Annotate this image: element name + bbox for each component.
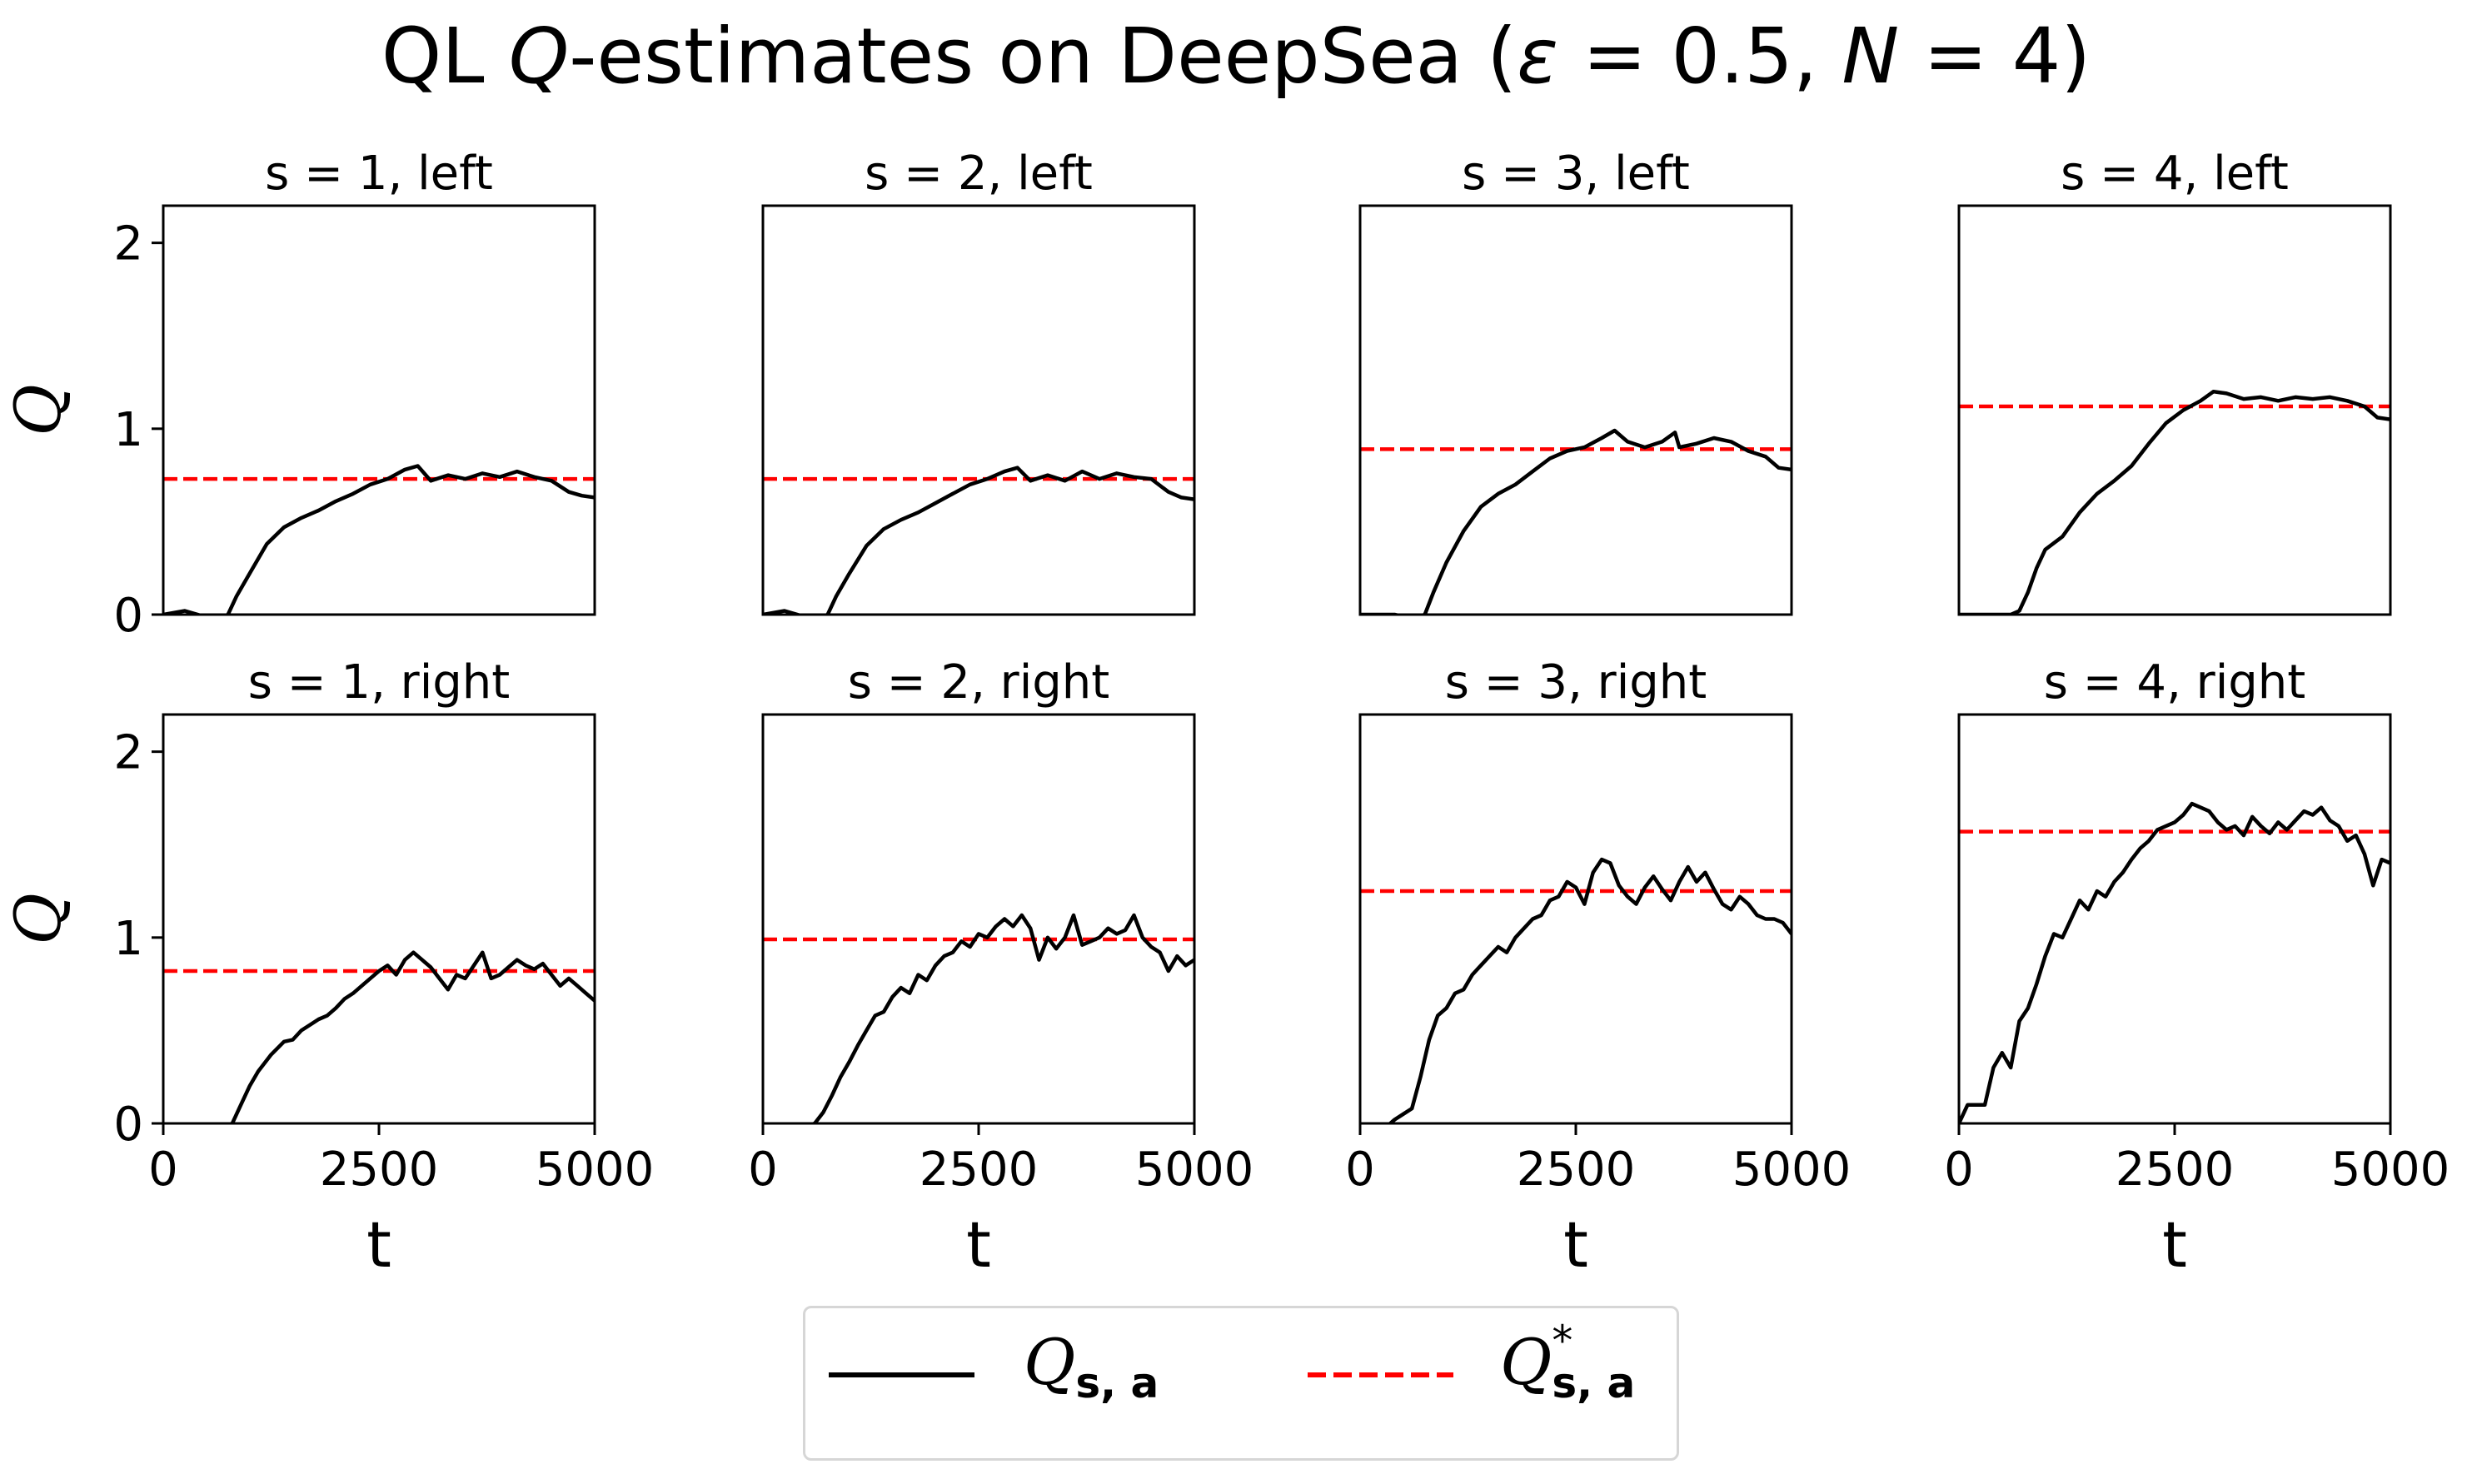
subplot-title: s = 1, right [248, 655, 511, 710]
subplot-title: s = 3, left [1462, 147, 1690, 201]
subplot-1: s = 1, left 0 1 2 Q [1, 147, 596, 643]
subplot-title: s = 4, left [2061, 147, 2289, 201]
title-prefix: QL [381, 12, 509, 101]
subplot-title: s = 1, left [265, 147, 493, 201]
legend-label-estimate: Qs, a [1024, 1325, 1159, 1408]
subplot-7: s = 3, right 0 2500 5000 t [1345, 655, 1851, 1282]
y-axis-label: Q [1, 893, 75, 944]
x-tick-label: 5000 [536, 1143, 655, 1197]
subplot-title: s = 2, left [865, 147, 1093, 201]
y-tick-label: 1 [113, 912, 143, 966]
x-tick-label: 5000 [1135, 1143, 1254, 1197]
title-q: Q [508, 12, 570, 101]
title-eps-val: = 0.5, [1557, 12, 1842, 101]
y-tick-label: 2 [113, 726, 143, 780]
legend: Qs, a Q * s, a [803, 1306, 1679, 1461]
x-axis-label: t [966, 1208, 991, 1282]
x-tick-label: 0 [748, 1143, 778, 1197]
y-axis-label: Q [1, 384, 75, 436]
x-tick-label: 0 [1944, 1143, 1974, 1197]
x-axis-label: t [1563, 1208, 1588, 1282]
axes-frame [1957, 204, 2392, 616]
q-estimate-line [1959, 389, 2390, 615]
axes-frame [1957, 713, 2392, 1125]
x-tick-label: 5000 [2331, 1143, 2450, 1197]
x-axis-label: t [366, 1208, 391, 1282]
subplot-6: s = 2, right 0 2500 5000 t [748, 655, 1253, 1282]
x-tick-label: 2500 [320, 1143, 439, 1197]
title-eps: ε [1517, 12, 1558, 101]
q-estimate-line [1360, 428, 1792, 615]
y-tick-label: 2 [113, 217, 143, 271]
x-tick-label: 2500 [2116, 1143, 2235, 1197]
x-tick-label: 2500 [920, 1143, 1039, 1197]
axes-frame [1358, 204, 1793, 616]
q-estimate-line [1387, 857, 1792, 1123]
axes-frame [162, 713, 596, 1125]
x-axis-label: t [2162, 1208, 2187, 1282]
legend-swatch-optimal [1308, 1372, 1453, 1377]
title-n: N [1842, 12, 1900, 101]
x-tick-label: 2500 [1517, 1143, 1636, 1197]
title-n-val: = 4) [1899, 12, 2091, 101]
axes-frame [761, 204, 1196, 616]
y-tick-label: 1 [113, 403, 143, 457]
q-estimate-line [227, 950, 595, 1123]
x-tick-label: 0 [1345, 1143, 1375, 1197]
q-estimate-line [808, 913, 1194, 1123]
q-estimate-line [763, 466, 1194, 615]
subplot-title: s = 3, right [1445, 655, 1707, 710]
subplot-2: s = 2, left [761, 147, 1196, 616]
subplot-title: s = 2, right [848, 655, 1110, 710]
y-tick-label: 0 [113, 1098, 143, 1152]
subplot-3: s = 3, left [1358, 147, 1793, 616]
y-tick-label: 0 [113, 589, 143, 643]
x-tick-label: 5000 [1732, 1143, 1852, 1197]
subplot-8: s = 4, right 0 2500 5000 t [1944, 655, 2450, 1282]
subplot-4: s = 4, left [1957, 147, 2392, 616]
legend-swatch-estimate [829, 1372, 974, 1377]
figure-title: QL Q-estimates on DeepSea (ε = 0.5, N = … [0, 12, 2472, 101]
q-estimate-line [1959, 801, 2390, 1123]
legend-label-optimal: Q * s, a [1500, 1317, 1636, 1408]
axes-frame [162, 204, 596, 616]
q-estimate-line [163, 464, 595, 615]
x-tick-label: 0 [148, 1143, 178, 1197]
subplot-title: s = 4, right [2044, 655, 2306, 710]
title-mid: -estimates on DeepSea ( [569, 12, 1518, 101]
subplot-5: s = 1, right 0 1 2 0 2500 5000 t Q [1, 655, 654, 1282]
